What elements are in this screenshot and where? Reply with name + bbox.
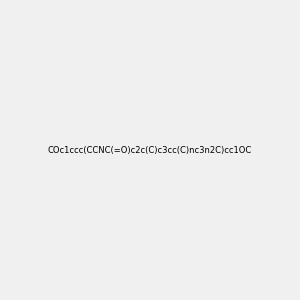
Text: COc1ccc(CCNC(=O)c2c(C)c3cc(C)nc3n2C)cc1OC: COc1ccc(CCNC(=O)c2c(C)c3cc(C)nc3n2C)cc1O… — [48, 146, 252, 154]
